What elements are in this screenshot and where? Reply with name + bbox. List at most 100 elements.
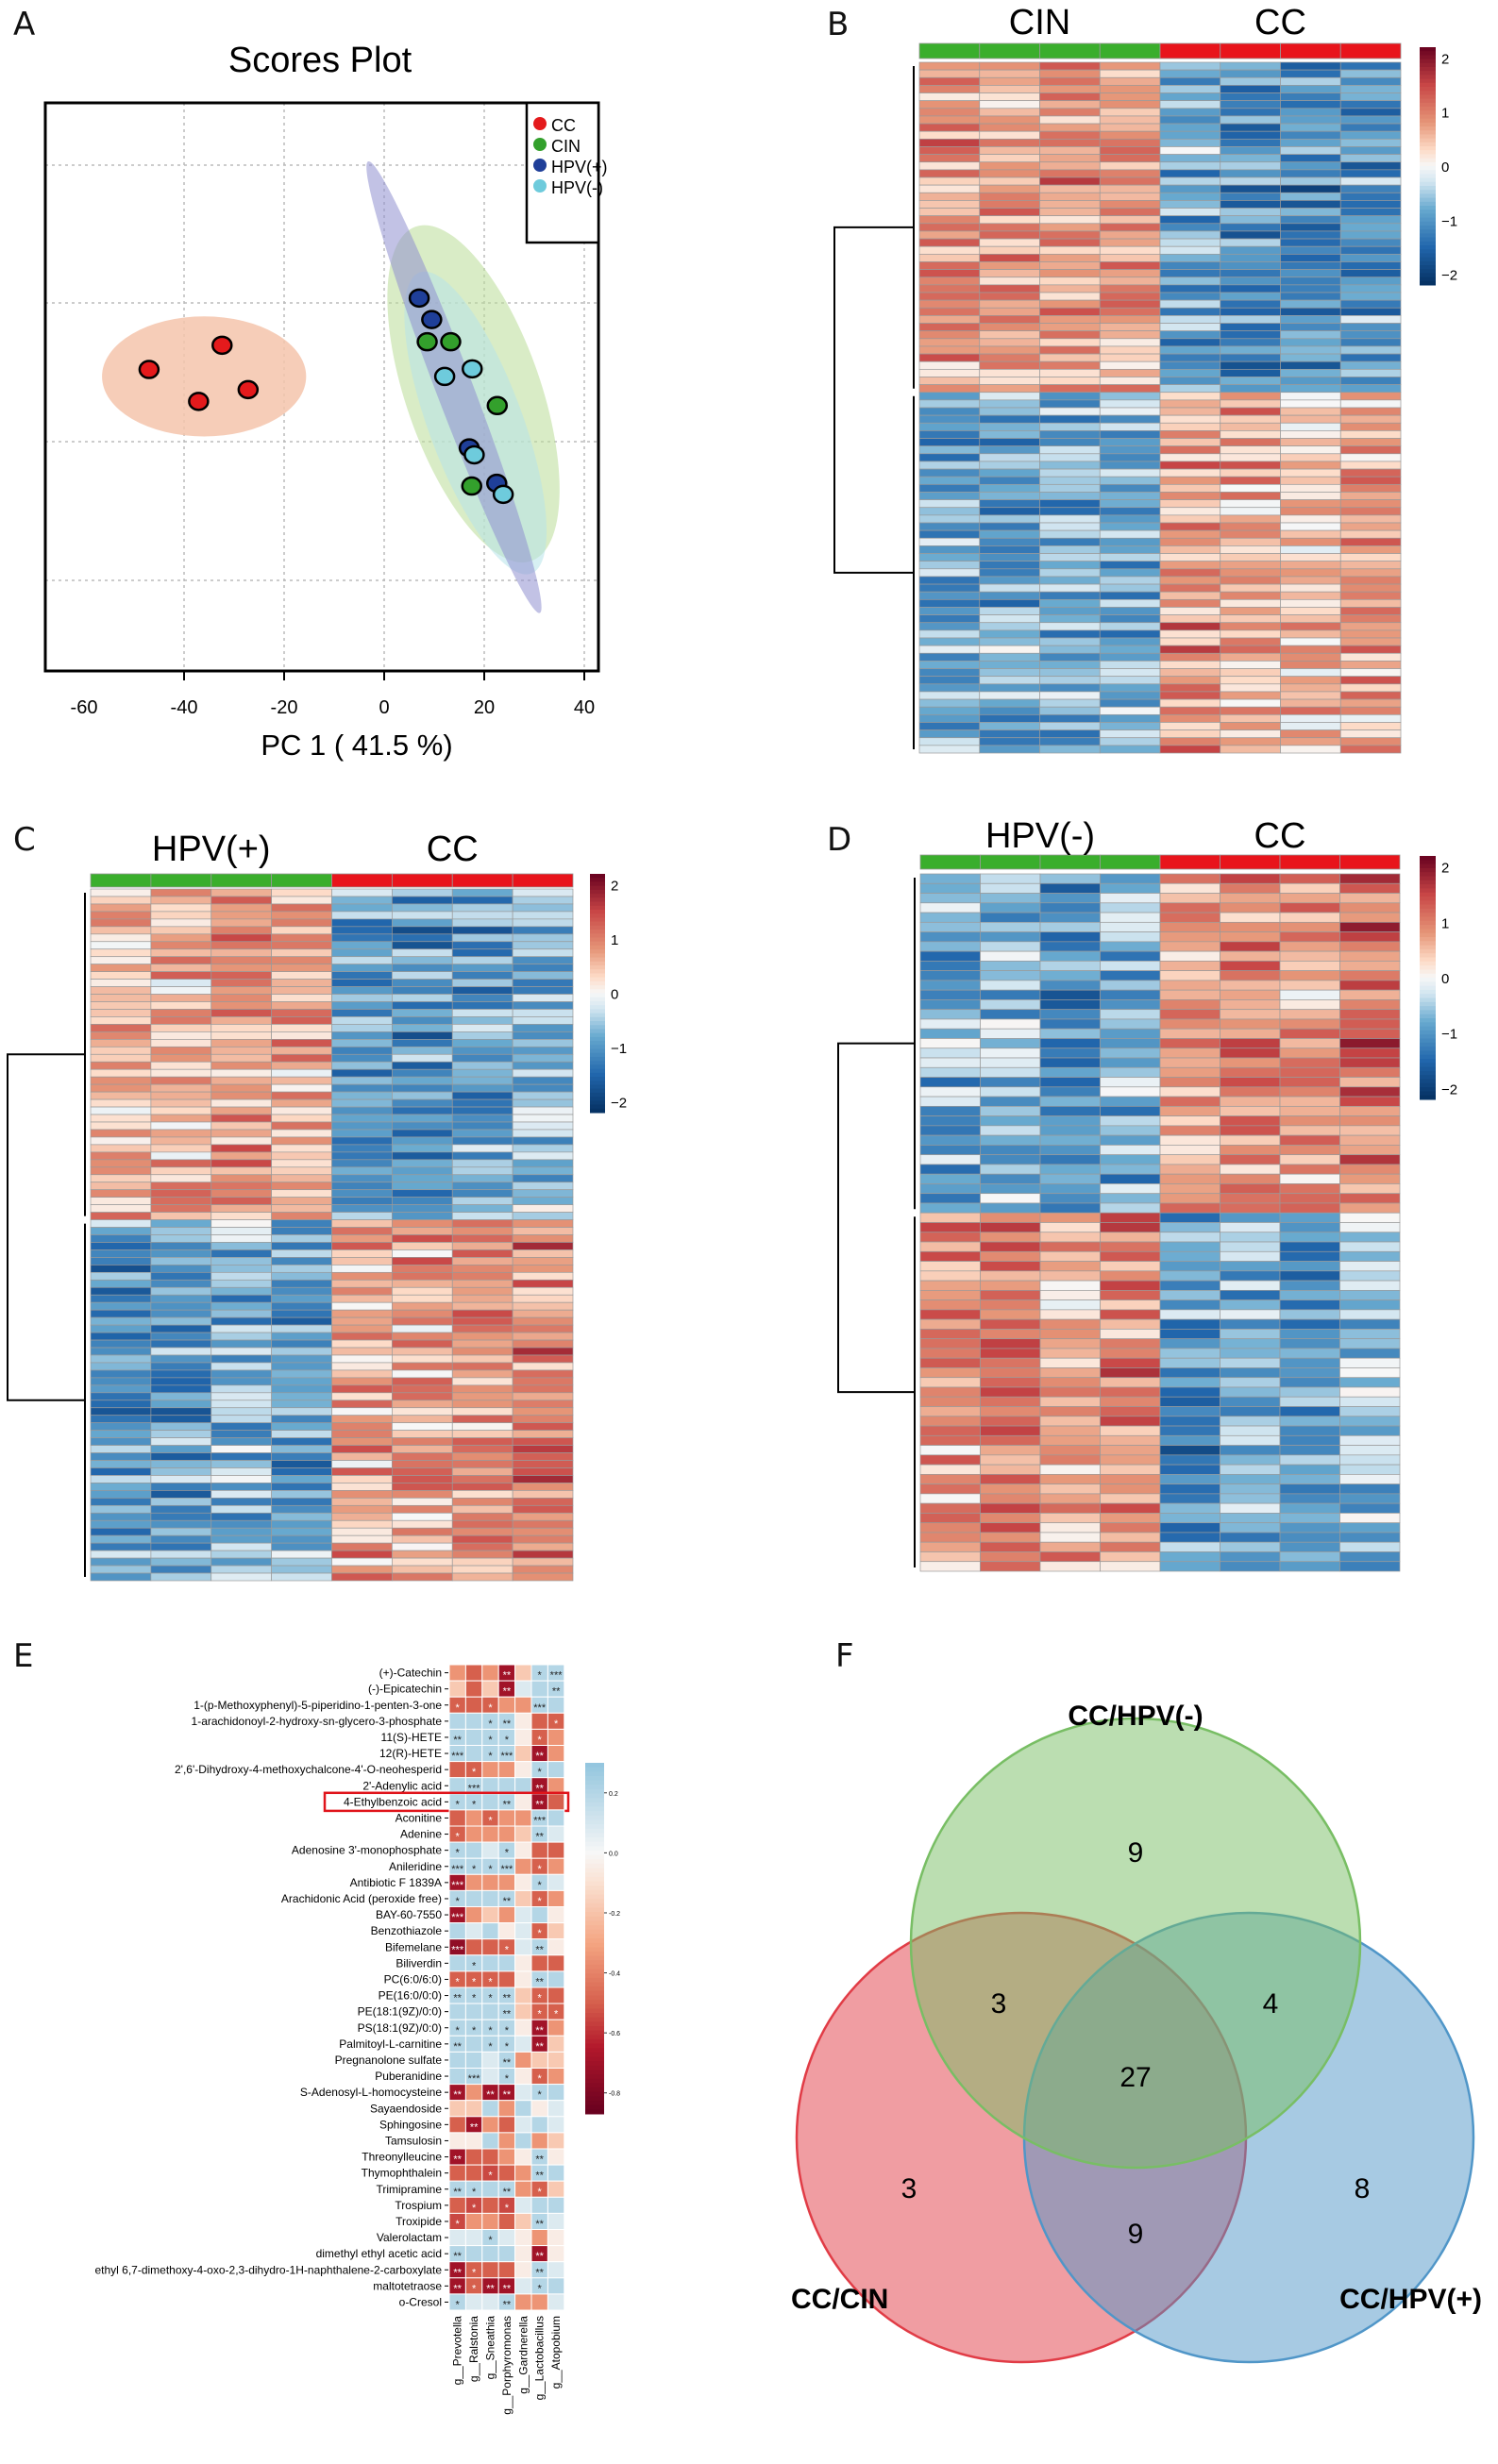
colorbar-tick-label: −2 — [1441, 268, 1457, 284]
heatmap-cell — [514, 2229, 532, 2247]
heatmap-cell — [1159, 729, 1221, 739]
heatmap-cell — [514, 2293, 532, 2311]
heatmap-cell — [1280, 238, 1341, 247]
heatmap-cell — [271, 1369, 332, 1379]
heatmap-cell — [1220, 1299, 1281, 1311]
colorbar-segment — [585, 1881, 604, 1886]
metabolite-label: Antibiotic F 1839A — [350, 1876, 442, 1889]
heatmap-cell — [1100, 1048, 1161, 1059]
dendrogram-root — [837, 1042, 915, 1394]
heatmap-cell — [1339, 1154, 1401, 1165]
heatmap-cell — [90, 1083, 152, 1093]
heatmap-cell — [514, 1761, 532, 1779]
heatmap-cell — [1339, 1105, 1401, 1116]
heatmap-cell — [464, 2293, 483, 2311]
heatmap-cell — [1159, 614, 1221, 624]
heatmap-cell — [1039, 138, 1101, 147]
significance-stars: ** — [535, 2251, 544, 2262]
colorbar-segment — [1420, 197, 1436, 203]
heatmap-cell — [1279, 1057, 1340, 1068]
heatmap-cell — [1220, 1289, 1281, 1300]
heatmap-cell — [331, 979, 393, 987]
heatmap-cell — [451, 1257, 513, 1266]
colorbar-segment — [1420, 253, 1436, 259]
heatmap-cell — [1339, 507, 1402, 516]
colorbar-segment — [1420, 134, 1436, 140]
heatmap-cell — [512, 1024, 574, 1032]
heatmap-cell — [512, 1257, 574, 1266]
colorbar-segment — [590, 953, 605, 959]
heatmap-cell — [512, 1534, 574, 1544]
heatmap-cell — [90, 986, 152, 995]
heatmap-cell — [392, 941, 453, 950]
heatmap-cell — [1159, 921, 1220, 932]
heatmap-cell — [448, 1761, 466, 1779]
heatmap-cell — [150, 1362, 212, 1371]
heatmap-cell — [1339, 345, 1402, 355]
heatmap-cell — [1279, 1096, 1340, 1107]
heatmap-cell — [512, 1046, 574, 1055]
heatmap-cell — [481, 1954, 499, 1972]
heatmap-cell — [512, 1309, 574, 1318]
heatmap-cell — [512, 1091, 574, 1100]
significance-stars: ** — [535, 1783, 544, 1794]
colorbar-segment — [590, 937, 605, 943]
legend-marker — [533, 117, 547, 130]
heatmap-cell — [1339, 1096, 1401, 1107]
heatmap-cell — [1280, 514, 1341, 524]
heatmap-cell — [1039, 245, 1101, 255]
colorbar-segment — [1420, 226, 1436, 230]
heatmap-cell — [1039, 514, 1101, 524]
heatmap-cell — [1039, 1513, 1101, 1524]
heatmap-cell — [90, 1316, 152, 1326]
heatmap-cell — [464, 2051, 483, 2069]
heatmap-cell — [919, 1454, 981, 1466]
colorbar-segment — [1420, 186, 1436, 191]
heatmap-cell — [1159, 882, 1220, 894]
significance-stars: * — [538, 1993, 543, 2004]
heatmap-cell — [918, 483, 981, 493]
heatmap-cell — [1339, 360, 1402, 370]
heatmap-cell — [512, 1437, 574, 1446]
heatmap-cell — [979, 176, 1040, 186]
heatmap-cell — [1039, 607, 1101, 615]
heatmap-cell — [1039, 1250, 1101, 1262]
heatmap-cell — [1100, 1202, 1161, 1214]
heatmap-cell — [1280, 614, 1341, 624]
colorbar-segment — [1420, 1075, 1436, 1080]
heatmap-cell — [271, 1354, 332, 1364]
colorbar-segment — [590, 930, 605, 934]
heatmap-cell — [1100, 1261, 1161, 1272]
heatmap-cell — [1220, 1202, 1281, 1214]
heatmap-cell — [451, 971, 513, 980]
heatmap-cell — [1339, 399, 1402, 409]
heatmap-cell — [512, 1316, 574, 1326]
heatmap-cell — [1280, 315, 1341, 324]
heatmap-cell — [451, 1159, 513, 1168]
heatmap-cell — [451, 964, 513, 972]
heatmap-cell — [210, 1114, 272, 1123]
heatmap-cell — [514, 1873, 532, 1891]
heatmap-cell — [1099, 269, 1161, 278]
group-annotation-cell — [1220, 854, 1281, 870]
significance-stars: * — [538, 2089, 543, 2101]
heatmap-cell — [918, 292, 981, 301]
heatmap-cell — [979, 115, 1040, 125]
heatmap-cell — [1159, 1096, 1220, 1107]
heatmap-cell — [392, 986, 453, 995]
colorbar-segment — [585, 2087, 604, 2093]
heatmap-cell — [1279, 902, 1340, 914]
heatmap-cell — [1039, 69, 1101, 78]
heatmap-cell — [980, 1280, 1041, 1291]
colorbar-tick-label: 1 — [1441, 106, 1449, 122]
heatmap-cell — [271, 1053, 332, 1063]
colorbar-segment — [1420, 1079, 1436, 1084]
heatmap-cell — [392, 1227, 453, 1235]
heatmap-cell — [150, 1001, 212, 1010]
colorbar-segment — [1420, 130, 1436, 135]
colorbar-segment — [1420, 1006, 1436, 1011]
heatmap-cell — [210, 1197, 272, 1205]
significance-stars: ** — [453, 1993, 462, 2004]
heatmap-cell — [90, 956, 152, 965]
heatmap-cell — [980, 1502, 1041, 1514]
